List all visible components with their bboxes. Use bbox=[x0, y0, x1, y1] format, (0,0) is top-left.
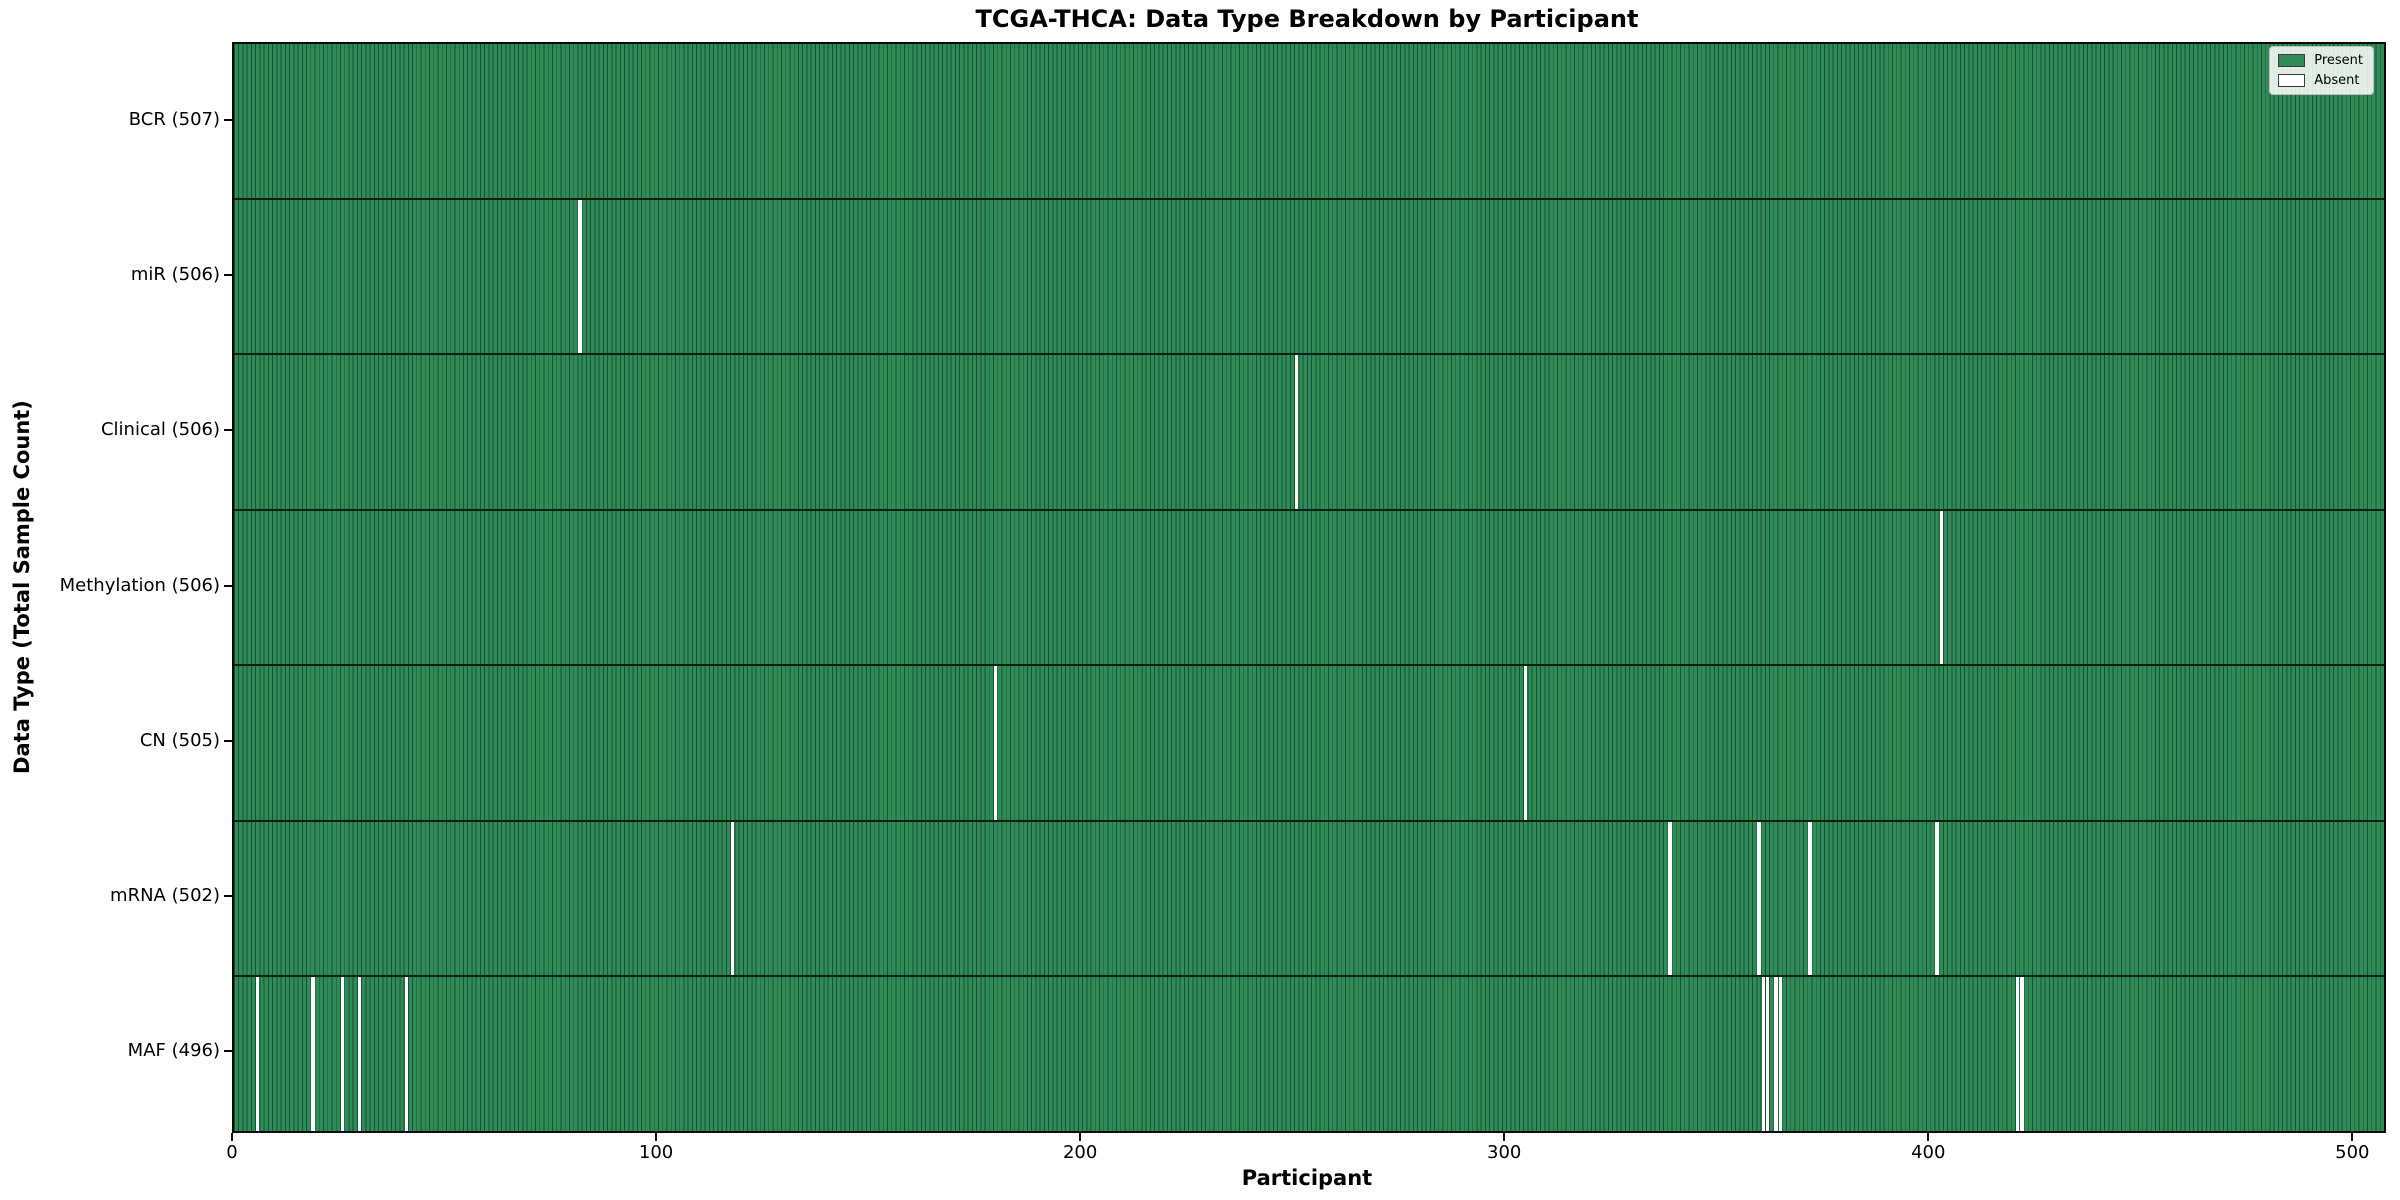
absent-mark-CN-304 bbox=[1524, 666, 1528, 820]
heatmap-row-CN bbox=[234, 664, 2384, 820]
absent-swatch-icon bbox=[2278, 74, 2306, 87]
y-tick-mark bbox=[224, 584, 232, 587]
absent-mark-MAF-364 bbox=[1778, 977, 1782, 1132]
x-tick-mark bbox=[1503, 1133, 1506, 1141]
absent-mark-CN-179 bbox=[994, 666, 998, 820]
absent-mark-Methylation-402 bbox=[1939, 510, 1943, 665]
x-tick-label-200: 200 bbox=[1062, 1142, 1098, 1163]
y-tick-mark bbox=[224, 1050, 232, 1053]
heatmap-row-Methylation bbox=[234, 508, 2384, 665]
y-tick-mark bbox=[224, 739, 232, 742]
chart-title: TCGA-THCA: Data Type Breakdown by Partic… bbox=[975, 5, 1639, 33]
y-tick-mark bbox=[224, 273, 232, 276]
x-tick-mark bbox=[1927, 1133, 1930, 1141]
x-tick-label-0: 0 bbox=[226, 1142, 238, 1163]
y-tick-mark bbox=[224, 118, 232, 121]
legend-label-present: Present bbox=[2314, 53, 2363, 68]
legend-entry-absent: Absent bbox=[2278, 73, 2363, 88]
heatmap-row-BCR bbox=[234, 44, 2384, 198]
absent-mark-mRNA-359 bbox=[1757, 821, 1761, 976]
heatmap-row-Clinical bbox=[234, 353, 2384, 509]
absent-mark-MAF-420 bbox=[2016, 977, 2020, 1132]
legend-entry-present: Present bbox=[2278, 53, 2363, 68]
y-tick-label-mRNA: mRNA (502) bbox=[110, 885, 220, 907]
y-tick-label-CN: CN (505) bbox=[139, 729, 220, 751]
absent-mark-Clinical-250 bbox=[1295, 355, 1299, 509]
absent-mark-mRNA-338 bbox=[1668, 821, 1672, 976]
y-tick-label-MAF: MAF (496) bbox=[127, 1040, 220, 1062]
y-tick-mark bbox=[224, 895, 232, 898]
absent-mark-MAF-18 bbox=[311, 977, 315, 1132]
absent-mark-MAF-363 bbox=[1774, 977, 1778, 1132]
x-tick-label-300: 300 bbox=[1487, 1142, 1522, 1163]
x-tick-mark bbox=[2351, 1133, 2354, 1141]
absent-mark-MAF-29 bbox=[357, 977, 362, 1132]
y-tick-label-miR: miR (506) bbox=[130, 263, 220, 285]
y-tick-label-BCR: BCR (507) bbox=[128, 108, 220, 130]
absent-mark-MAF-360 bbox=[1761, 977, 1765, 1132]
present-swatch-icon bbox=[2278, 54, 2306, 67]
legend-label-absent: Absent bbox=[2314, 73, 2360, 88]
absent-mark-MAF-421 bbox=[2020, 977, 2024, 1132]
y-tick-label-Methylation: Methylation (506) bbox=[59, 574, 220, 596]
heatmap-row-MAF bbox=[234, 975, 2384, 1132]
heatmap-row-mRNA bbox=[234, 819, 2384, 976]
y-tick-label-Clinical: Clinical (506) bbox=[100, 419, 220, 441]
plot-area bbox=[232, 42, 2386, 1133]
absent-mark-mRNA-117 bbox=[731, 821, 735, 976]
x-axis-label: Participant bbox=[1241, 1166, 1373, 1190]
x-tick-label-400: 400 bbox=[1911, 1142, 1946, 1163]
x-tick-mark bbox=[1079, 1133, 1082, 1141]
legend: Present Absent bbox=[2269, 46, 2374, 95]
absent-mark-mRNA-371 bbox=[1808, 821, 1812, 976]
absent-mark-miR-81 bbox=[578, 199, 582, 354]
y-tick-mark bbox=[224, 429, 232, 432]
absent-mark-MAF-25 bbox=[341, 977, 345, 1132]
x-tick-label-500: 500 bbox=[2335, 1142, 2370, 1163]
absent-mark-mRNA-401 bbox=[1935, 821, 1939, 976]
x-tick-mark bbox=[231, 1133, 233, 1141]
absent-mark-MAF-40 bbox=[404, 977, 408, 1132]
x-tick-label-100: 100 bbox=[638, 1142, 674, 1163]
absent-mark-MAF-5 bbox=[256, 977, 260, 1132]
heatmap-row-miR bbox=[234, 197, 2384, 354]
x-tick-mark bbox=[655, 1133, 658, 1141]
absent-mark-MAF-361 bbox=[1765, 977, 1770, 1132]
